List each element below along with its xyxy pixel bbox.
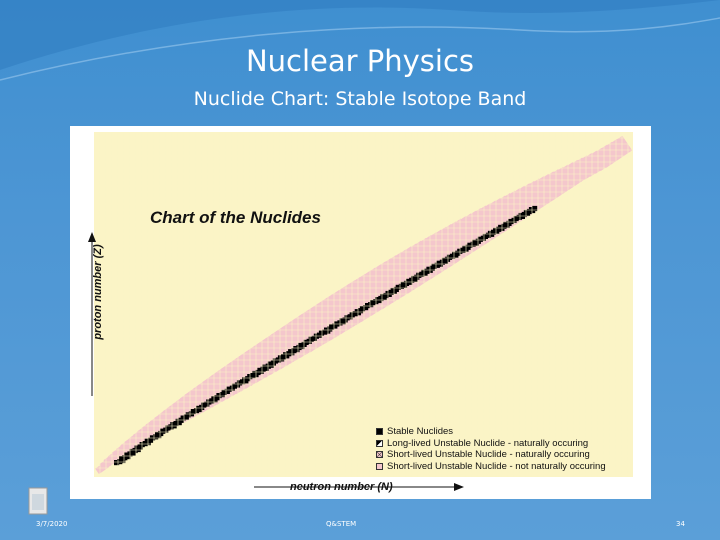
footer-date: 3/7/2020 (36, 520, 67, 528)
axes (70, 126, 651, 499)
footer-center: Q&STEM (326, 520, 356, 528)
nuclide-chart-figure: Chart of the Nuclides Stable Nuclides Lo… (70, 126, 651, 499)
slide-subtitle: Nuclide Chart: Stable Isotope Band (0, 88, 720, 110)
page-number: 34 (676, 520, 685, 528)
y-axis-label: proton number (Z) (92, 222, 104, 362)
slide-title: Nuclear Physics (0, 44, 720, 78)
x-axis-label: neutron number (N) (290, 481, 393, 493)
x-arrow-head-icon (454, 483, 464, 491)
logo-icon (27, 486, 49, 516)
